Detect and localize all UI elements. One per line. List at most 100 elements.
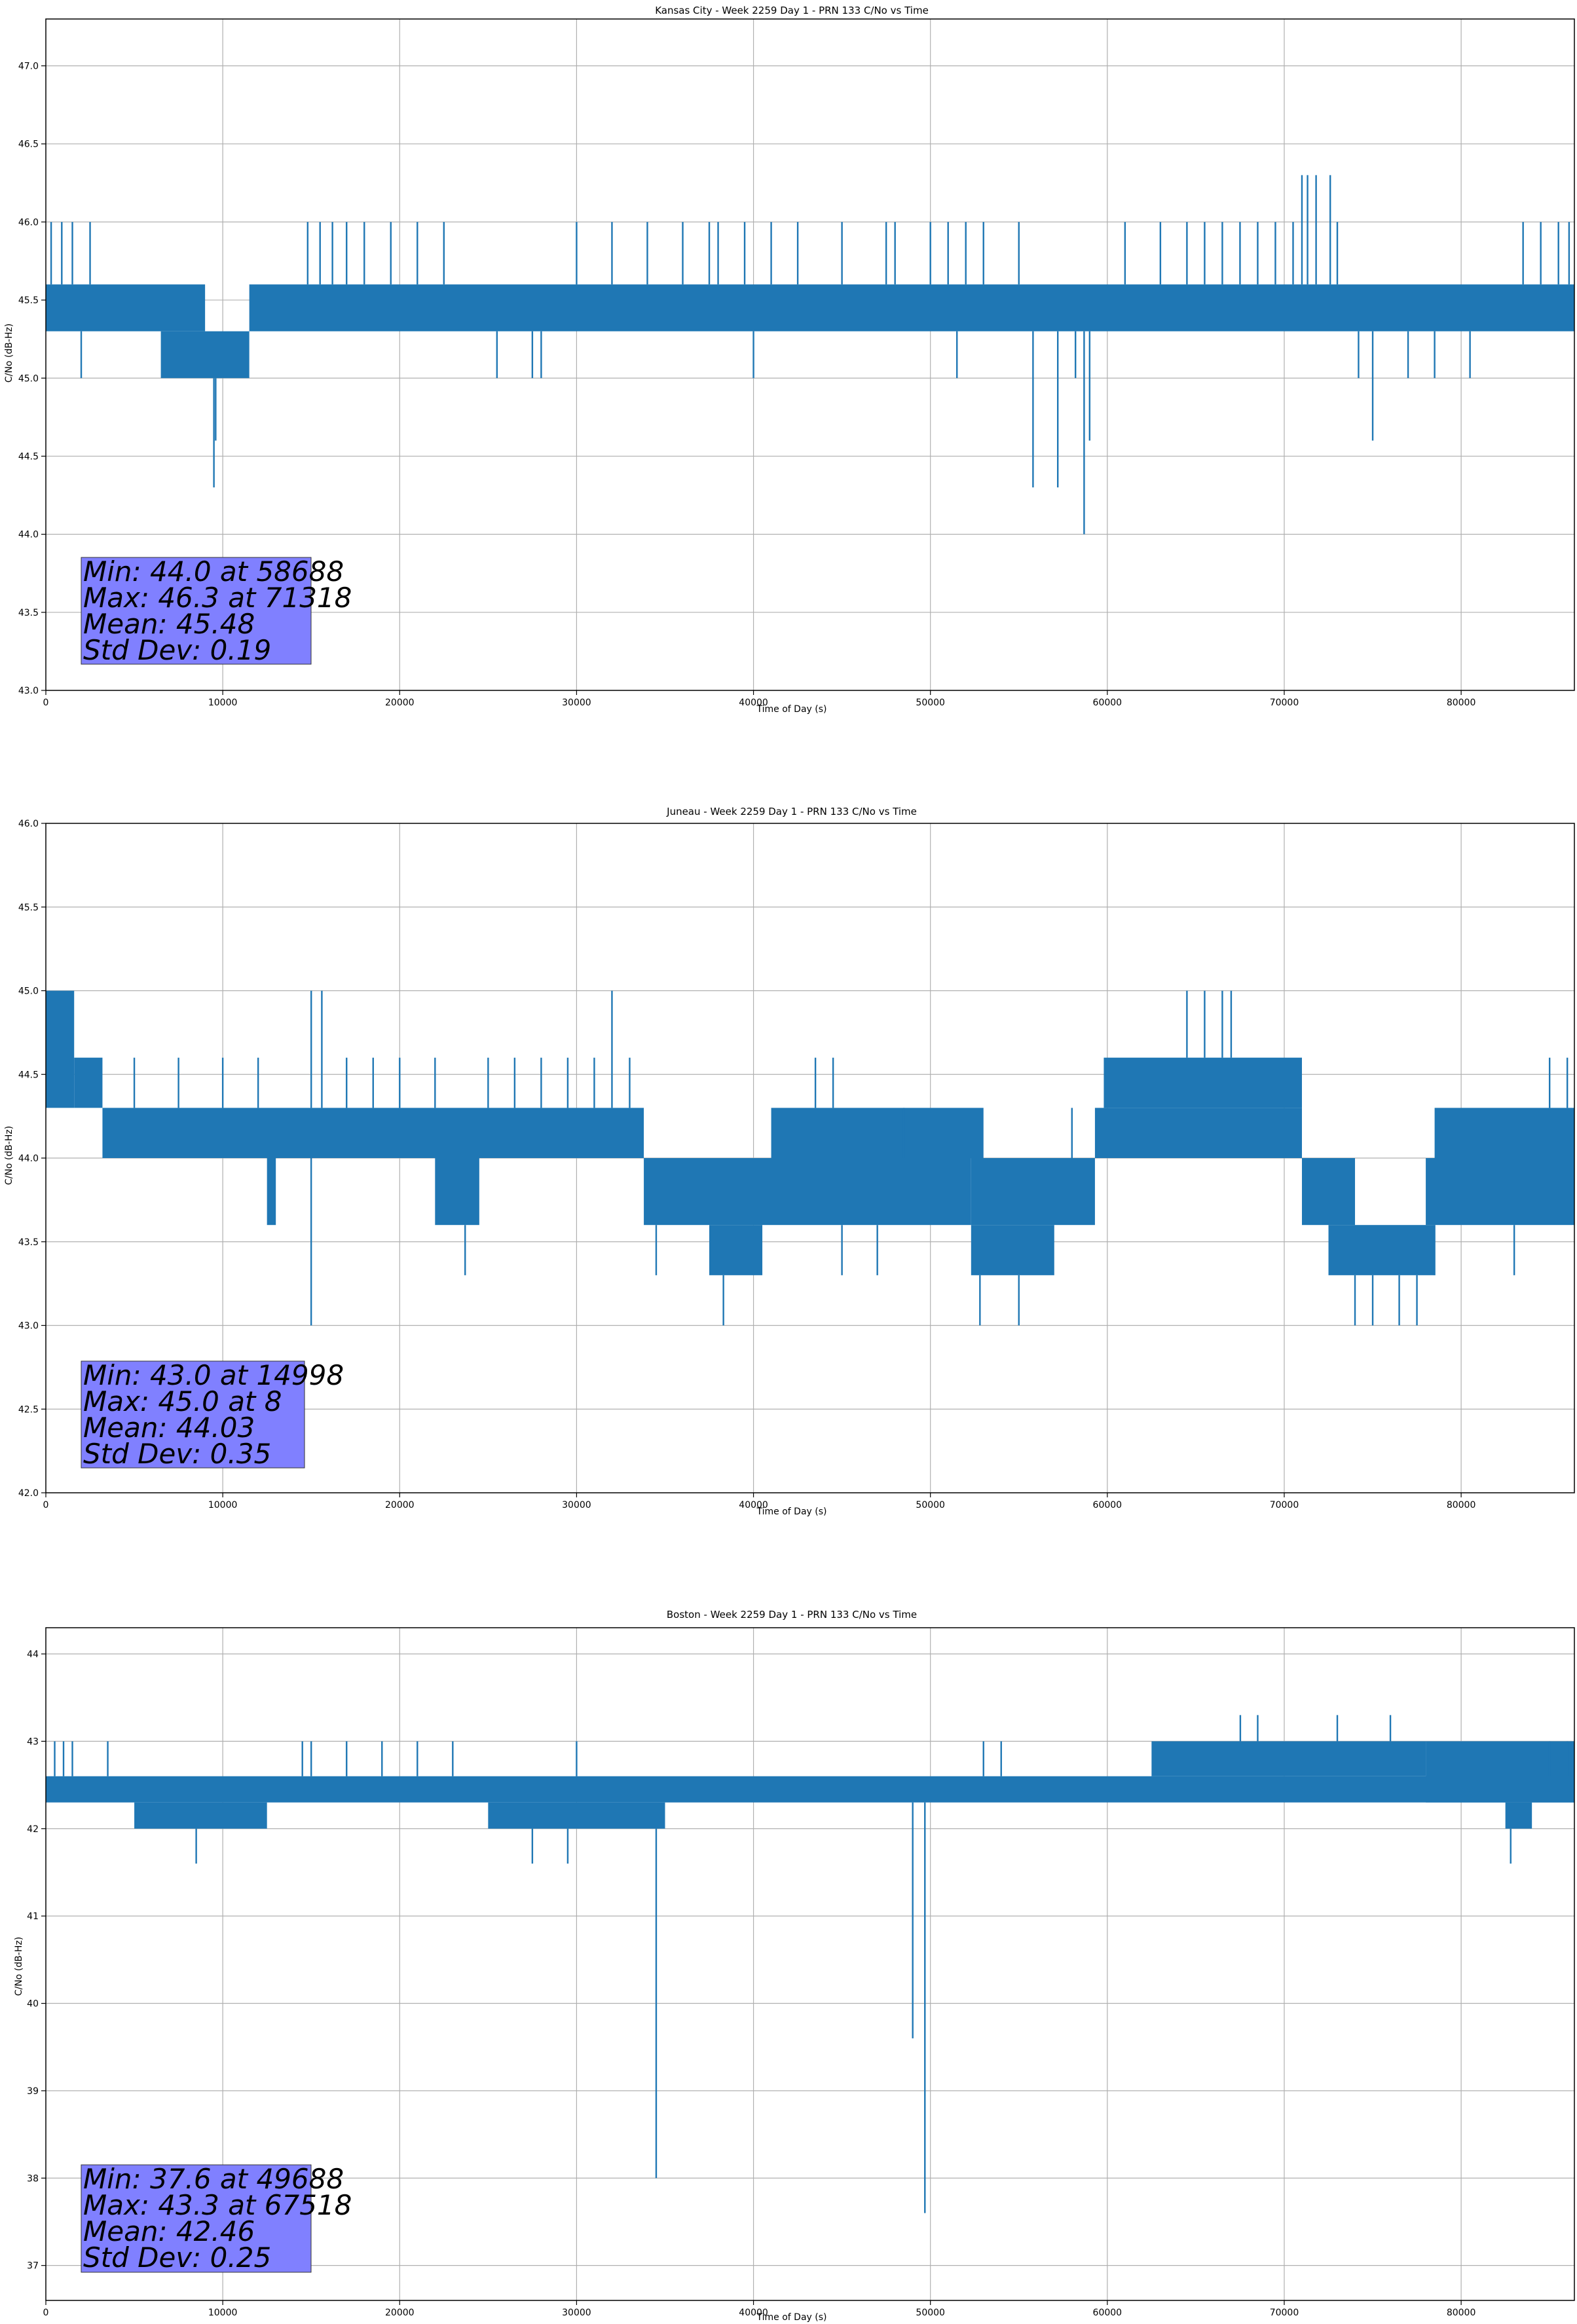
y-axis-label: C/No (dB-Hz) bbox=[4, 324, 14, 383]
stats-line: Min: 37.6 at 49688 bbox=[83, 2163, 344, 2195]
stats-box-background bbox=[81, 1360, 305, 1469]
plot-area bbox=[46, 19, 1575, 690]
data-band bbox=[160, 331, 250, 379]
data-band bbox=[709, 1225, 763, 1275]
x-tick-label: 20000 bbox=[385, 698, 415, 708]
chart-kansas-city: Kansas City - Week 2259 Day 1 - PRN 133 … bbox=[4, 5, 1575, 715]
y-tick-label: 43.5 bbox=[18, 608, 39, 618]
x-axis-label: Time of Day (s) bbox=[756, 704, 827, 715]
stats-box-background bbox=[81, 557, 312, 665]
y-tick-label: 44 bbox=[27, 1649, 39, 1660]
chart-boston: Boston - Week 2259 Day 1 - PRN 133 C/No … bbox=[14, 1609, 1575, 2323]
x-tick-label: 40000 bbox=[739, 1500, 768, 1510]
y-tick-label: 44.5 bbox=[18, 451, 39, 462]
x-tick-label: 20000 bbox=[385, 1500, 415, 1510]
x-tick-label: 80000 bbox=[1447, 2308, 1476, 2318]
y-tick-label: 41 bbox=[27, 1911, 39, 1922]
data-band bbox=[644, 1158, 971, 1226]
stats-line: Mean: 42.46 bbox=[83, 2215, 255, 2247]
x-tick-label: 40000 bbox=[739, 2308, 768, 2318]
x-tick-label: 50000 bbox=[916, 2308, 945, 2318]
x-tick-label: 40000 bbox=[739, 698, 768, 708]
y-tick-label: 45.0 bbox=[18, 373, 39, 384]
plot-area bbox=[46, 823, 1574, 1493]
y-tick-label: 45.5 bbox=[18, 295, 39, 306]
y-tick-label: 38 bbox=[27, 2173, 39, 2184]
x-tick-label: 70000 bbox=[1270, 698, 1299, 708]
stats-line: Mean: 44.03 bbox=[83, 1412, 255, 1444]
data-band bbox=[1094, 1108, 1302, 1158]
data-band bbox=[1151, 1741, 1426, 1776]
y-tick-label: 42.0 bbox=[18, 1488, 39, 1499]
y-tick-label: 46.5 bbox=[18, 140, 39, 150]
x-tick-label: 30000 bbox=[562, 2308, 591, 2318]
axes-frame bbox=[45, 1627, 1575, 2301]
x-tick-label: 0 bbox=[43, 2308, 49, 2318]
data-band bbox=[74, 1057, 103, 1108]
data-band bbox=[435, 1158, 479, 1226]
y-tick-label: 43.0 bbox=[18, 686, 39, 696]
stats-line: Max: 43.3 at 67518 bbox=[83, 2189, 352, 2221]
data-band bbox=[488, 1802, 665, 1829]
data-band bbox=[1505, 1802, 1532, 1829]
x-tick-label: 60000 bbox=[1093, 1500, 1122, 1510]
x-tick-label: 50000 bbox=[916, 698, 945, 708]
data-band bbox=[1426, 1741, 1574, 1803]
y-tick-label: 42 bbox=[27, 1824, 39, 1835]
data-band bbox=[1426, 1158, 1574, 1226]
data-band bbox=[971, 1158, 1095, 1226]
y-tick-label: 44.0 bbox=[18, 530, 39, 540]
data-band bbox=[267, 1158, 276, 1226]
x-tick-label: 80000 bbox=[1447, 1500, 1476, 1510]
axes-frame bbox=[45, 18, 1575, 691]
data-band bbox=[1104, 1057, 1302, 1108]
plot-area bbox=[46, 1628, 1574, 2300]
chart-title: Juneau - Week 2259 Day 1 - PRN 133 C/No … bbox=[666, 806, 917, 817]
x-tick-label: 70000 bbox=[1270, 1500, 1299, 1510]
chart-juneau: Juneau - Week 2259 Day 1 - PRN 133 C/No … bbox=[4, 806, 1575, 1517]
data-band bbox=[102, 1108, 644, 1158]
y-tick-label: 44.0 bbox=[18, 1153, 39, 1164]
data-band bbox=[1434, 1108, 1574, 1158]
stats-line: Max: 45.0 at 8 bbox=[83, 1385, 282, 1417]
data-band bbox=[134, 1802, 267, 1829]
x-tick-label: 0 bbox=[43, 698, 49, 708]
data-band bbox=[1301, 1158, 1356, 1226]
y-tick-label: 43 bbox=[27, 1736, 39, 1747]
x-axis-label: Time of Day (s) bbox=[756, 1507, 827, 1517]
x-tick-label: 50000 bbox=[916, 1500, 945, 1510]
y-tick-label: 40 bbox=[27, 1999, 39, 2010]
stats-line: Std Dev: 0.19 bbox=[83, 634, 271, 666]
x-tick-label: 10000 bbox=[208, 2308, 238, 2318]
x-tick-label: 80000 bbox=[1447, 698, 1476, 708]
stats-line: Std Dev: 0.25 bbox=[83, 2241, 271, 2274]
x-tick-label: 30000 bbox=[562, 698, 591, 708]
y-tick-label: 44.5 bbox=[18, 1070, 39, 1080]
data-band bbox=[46, 990, 75, 1108]
y-tick-label: 47.0 bbox=[18, 62, 39, 72]
chart-title: Kansas City - Week 2259 Day 1 - PRN 133 … bbox=[655, 5, 929, 16]
data-band bbox=[1328, 1225, 1435, 1275]
x-tick-label: 70000 bbox=[1270, 2308, 1299, 2318]
stats-line: Min: 43.0 at 14998 bbox=[83, 1359, 344, 1391]
x-tick-label: 60000 bbox=[1093, 698, 1122, 708]
chart-title: Boston - Week 2259 Day 1 - PRN 133 C/No … bbox=[667, 1609, 917, 1621]
y-tick-label: 43.0 bbox=[18, 1321, 39, 1332]
y-tick-label: 45.0 bbox=[18, 986, 39, 997]
x-tick-label: 10000 bbox=[208, 1500, 238, 1510]
stats-line: Max: 46.3 at 71318 bbox=[83, 582, 352, 614]
data-band bbox=[971, 1225, 1054, 1275]
x-tick-label: 10000 bbox=[208, 698, 238, 708]
stats-line: Min: 44.0 at 58688 bbox=[83, 555, 344, 588]
y-axis-label: C/No (dB-Hz) bbox=[4, 1126, 14, 1185]
x-tick-label: 30000 bbox=[562, 1500, 591, 1510]
data-band bbox=[771, 1108, 984, 1158]
y-tick-label: 45.5 bbox=[18, 903, 39, 913]
y-tick-label: 46.0 bbox=[18, 819, 39, 829]
x-tick-label: 20000 bbox=[385, 2308, 415, 2318]
y-tick-label: 42.5 bbox=[18, 1404, 39, 1415]
